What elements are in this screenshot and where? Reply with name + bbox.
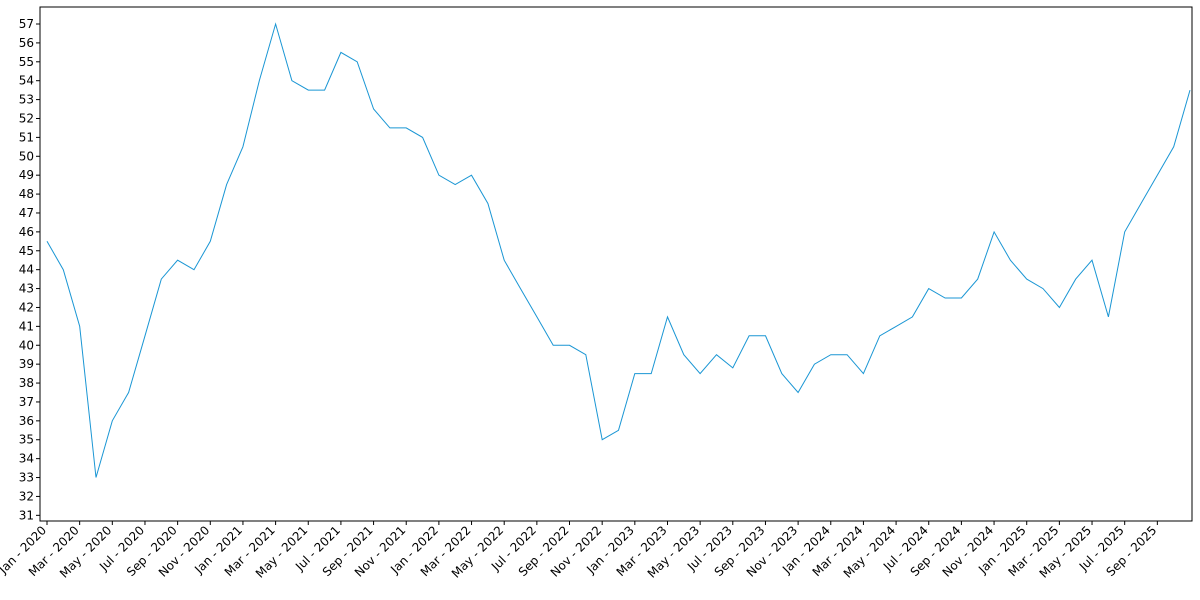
y-tick-label: 50 <box>19 149 34 163</box>
y-tick-label: 36 <box>19 414 34 428</box>
y-tick-label: 49 <box>19 168 34 182</box>
y-tick-label: 56 <box>19 36 34 50</box>
y-tick-label: 42 <box>19 300 34 314</box>
y-tick-label: 53 <box>19 93 34 107</box>
y-tick-label: 52 <box>19 111 34 125</box>
y-tick-label: 32 <box>19 489 34 503</box>
y-tick-label: 35 <box>19 433 34 447</box>
y-tick-label: 31 <box>19 508 34 522</box>
y-tick-label: 47 <box>19 206 34 220</box>
y-tick-label: 38 <box>19 376 34 390</box>
data-line <box>46 22 1191 478</box>
y-tick-label: 43 <box>19 282 34 296</box>
y-tick-label: 40 <box>19 338 34 352</box>
y-tick-label: 51 <box>19 130 34 144</box>
y-tick-label: 48 <box>19 187 34 201</box>
y-tick-label: 55 <box>19 55 34 69</box>
y-tick-label: 33 <box>19 471 34 485</box>
y-tick-label: 57 <box>19 17 34 31</box>
y-tick-label: 37 <box>19 395 34 409</box>
y-tick-label: 41 <box>19 319 34 333</box>
y-tick-label: 44 <box>19 263 34 277</box>
y-tick-label: 54 <box>19 74 34 88</box>
plot-frame <box>39 6 1193 522</box>
y-tick-label: 45 <box>19 244 34 258</box>
y-tick-label: 39 <box>19 357 34 371</box>
y-tick-label: 34 <box>19 452 34 466</box>
y-tick-label: 46 <box>19 225 34 239</box>
